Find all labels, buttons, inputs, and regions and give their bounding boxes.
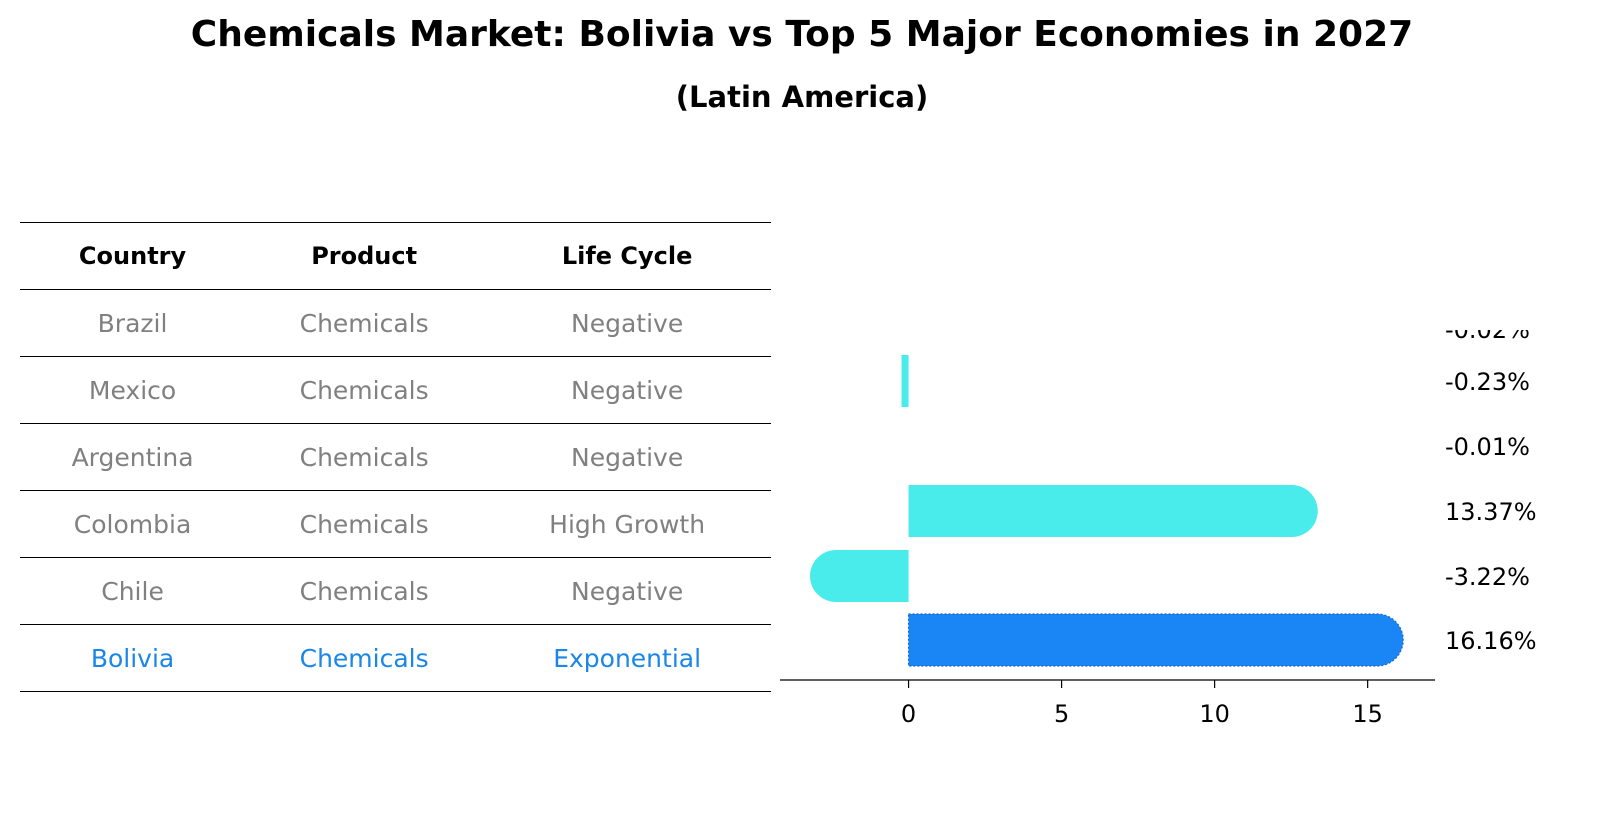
cell-product: Chemicals [245, 356, 484, 424]
table-header-row: Country Product Life Cycle [20, 222, 771, 290]
cell-country: Argentina [20, 423, 246, 491]
cell-product: Chemicals [245, 423, 484, 491]
market-table: Country Product Life Cycle Brazil Chemic… [20, 222, 771, 692]
table-row: Chile Chemicals Negative [20, 557, 771, 625]
cell-life-cycle: Exponential [483, 624, 771, 692]
cell-country: Colombia [20, 490, 246, 558]
value-label-mexico: -0.23% [1445, 368, 1530, 396]
table-row: Mexico Chemicals Negative [20, 356, 771, 424]
cell-country: Brazil [20, 289, 246, 357]
table-row: Argentina Chemicals Negative [20, 423, 771, 491]
column-header-product: Product [245, 222, 484, 290]
value-label-colombia: 13.37% [1445, 498, 1537, 526]
cell-product: Chemicals [245, 289, 484, 357]
x-tick-label-0: 0 [901, 700, 916, 728]
cell-life-cycle: Negative [483, 423, 771, 491]
column-header-life-cycle: Life Cycle [483, 222, 771, 290]
cell-product: Chemicals [245, 624, 484, 692]
column-header-country: Country [20, 222, 246, 290]
cell-country: Bolivia [20, 624, 246, 692]
bar-bolivia [907, 613, 1404, 667]
cell-country: Chile [20, 557, 246, 625]
cell-life-cycle: Negative [483, 289, 771, 357]
value-label-bolivia: 16.16% [1445, 627, 1537, 655]
cell-life-cycle: High Growth [483, 490, 771, 558]
x-tick-label-10: 10 [1199, 700, 1230, 728]
cell-product: Chemicals [245, 557, 484, 625]
table-row-highlighted: Bolivia Chemicals Exponential [20, 624, 771, 692]
value-label-argentina: -0.01% [1445, 433, 1530, 461]
chart-subtitle: (Latin America) [675, 80, 929, 114]
cell-product: Chemicals [245, 490, 484, 558]
bar-colombia [908, 485, 1318, 537]
cell-life-cycle: Negative [483, 557, 771, 625]
table-row: Brazil Chemicals Negative [20, 289, 771, 357]
table-row: Colombia Chemicals High Growth [20, 490, 771, 558]
bar-chile [809, 550, 909, 602]
x-tick-label-15: 15 [1352, 700, 1383, 728]
chart-title: Chemicals Market: Bolivia vs Top 5 Major… [190, 14, 1414, 55]
value-label-chile: -3.22% [1445, 563, 1530, 591]
cell-life-cycle: Negative [483, 356, 771, 424]
cell-country: Mexico [20, 356, 246, 424]
x-tick-label-5: 5 [1054, 700, 1069, 728]
bar-chart: -0.02% -0.23% -0.01% 13.37% -3.22% 16.16% 0 5 10… [780, 330, 1537, 728]
value-label-brazil: -0.02% [1445, 330, 1530, 344]
bar-mexico [901, 355, 909, 407]
